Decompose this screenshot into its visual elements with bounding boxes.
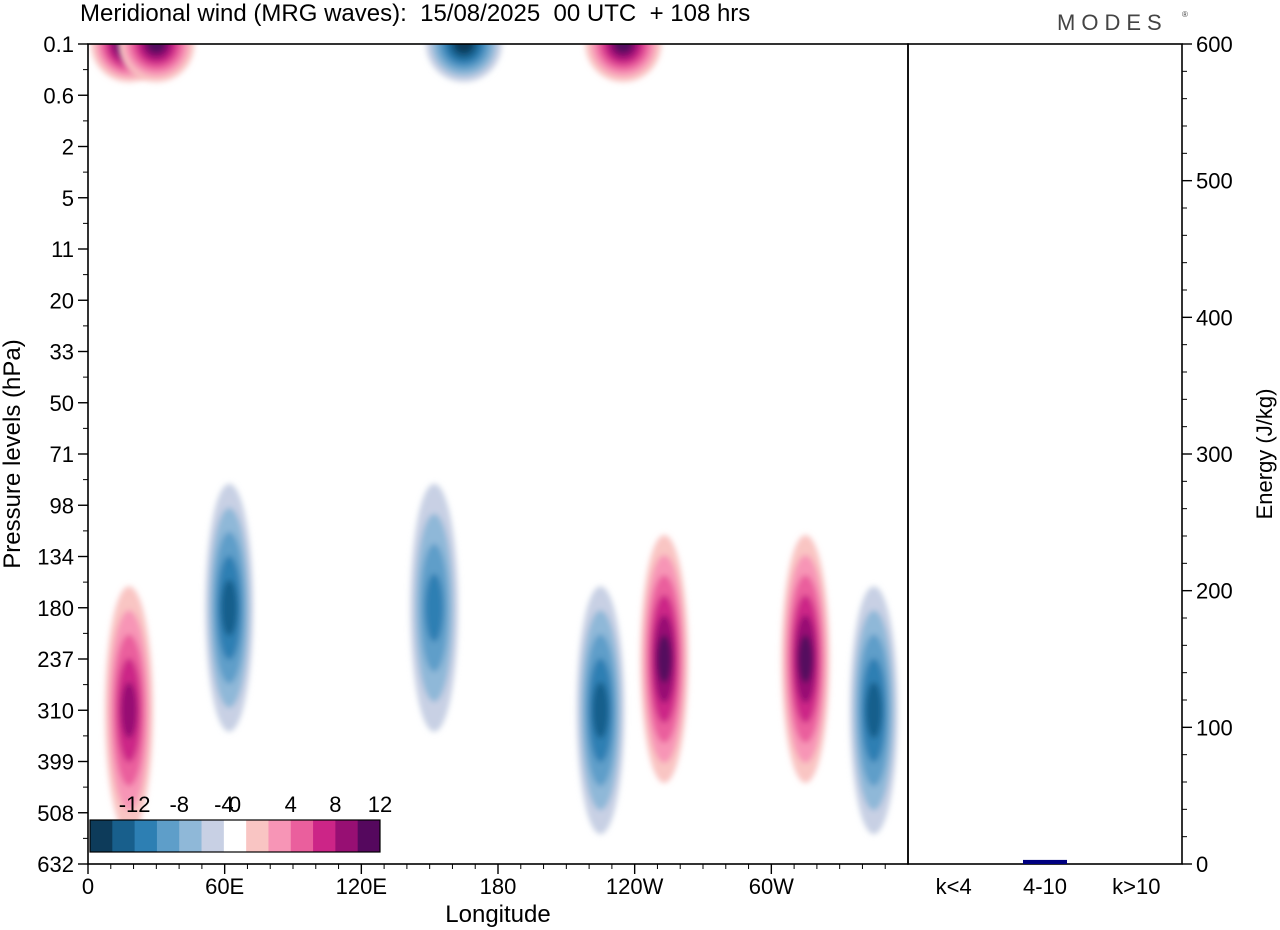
- y-tick-label: 508: [37, 801, 74, 826]
- y-tick-label: 134: [37, 545, 74, 570]
- colorbar-label: -8: [169, 792, 189, 817]
- energy-tick-label: 500: [1196, 169, 1233, 194]
- colorbar-swatch: [268, 820, 292, 852]
- energy-bar: [1114, 863, 1159, 864]
- brand-registered-mark: ®: [1182, 10, 1188, 19]
- y-tick-label: 310: [37, 698, 74, 723]
- colorbar-label: 8: [329, 792, 341, 817]
- energy-tick-label: 400: [1196, 305, 1233, 330]
- colorbar-swatch: [179, 820, 203, 852]
- x-tick-label: 60E: [205, 874, 244, 899]
- energy-category-label: k>10: [1112, 874, 1160, 899]
- x-tick-label: 120E: [336, 874, 387, 899]
- y-tick-label: 11: [51, 237, 74, 262]
- contour-band: [425, 573, 444, 642]
- colorbar-label: -12: [119, 792, 151, 817]
- colorbar-swatch: [134, 820, 158, 852]
- negative-anomaly: [576, 586, 625, 835]
- colorbar: -12 -8 -40 4 8 12: [89, 792, 392, 853]
- positive-anomaly: [781, 535, 830, 783]
- y-tick-label: 33: [50, 340, 74, 365]
- axes-group: 0.1 0.6 2 5 11 20 33 50 71 98 134 180 237 310 399 508 63…: [37, 32, 1232, 899]
- colorbar-swatch: [246, 820, 269, 852]
- contour-band: [221, 579, 238, 636]
- energy-category-label: k<4: [936, 874, 972, 899]
- colorbar-swatch: [290, 820, 314, 852]
- positive-anomaly: [118, 44, 195, 82]
- colorbar-swatch: [112, 820, 136, 852]
- energy-tick-label: 100: [1196, 715, 1233, 740]
- y-tick-label: 0.1: [43, 32, 74, 57]
- colorbar-frame: [89, 819, 381, 853]
- y-tick-label: 0.6: [43, 83, 74, 108]
- x-tick-label: 180: [480, 874, 517, 899]
- contour-band: [798, 635, 813, 683]
- energy-axis-label: Energy (J/kg): [1252, 389, 1277, 520]
- x-tick-label: 120W: [606, 874, 664, 899]
- y-tick-label: 20: [50, 288, 74, 313]
- positive-anomaly: [105, 586, 153, 835]
- colorbar-swatch: [90, 820, 113, 852]
- y-tick-label: 98: [50, 493, 74, 518]
- negative-anomaly: [849, 586, 898, 835]
- wind-field: [91, 44, 898, 835]
- contour-band: [592, 682, 609, 739]
- contour-band: [121, 682, 137, 739]
- energy-bar: [931, 863, 976, 864]
- contour-band: [454, 44, 474, 54]
- y-tick-label: 632: [37, 852, 74, 877]
- y-axis-label: Pressure levels (hPa): [0, 339, 26, 568]
- y-tick-label: 2: [62, 135, 74, 160]
- positive-anomaly: [585, 44, 662, 82]
- colorbar-label: -4: [214, 792, 234, 817]
- energy-tick-label: 600: [1196, 32, 1233, 57]
- y-tick-label: 5: [62, 186, 74, 211]
- colorbar-swatch: [357, 820, 381, 852]
- colorbar-label: 4: [285, 792, 297, 817]
- energy-tick-label: 200: [1196, 579, 1233, 604]
- y-tick-label: 237: [37, 647, 74, 672]
- energy-tick-label: 300: [1196, 442, 1233, 467]
- colorbar-swatch: [335, 820, 359, 852]
- colorbar-swatch: [201, 820, 225, 852]
- x-tick-label: 60W: [749, 874, 794, 899]
- y-tick-label: 71: [50, 442, 74, 467]
- colorbar-label: 12: [368, 792, 392, 817]
- y-tick-label: 399: [37, 750, 74, 775]
- x-axis-label: Longitude: [445, 901, 550, 928]
- energy-category-label: 4-10: [1023, 874, 1067, 899]
- colorbar-label: 0: [229, 792, 241, 817]
- energy-tick-label: 0: [1196, 852, 1208, 877]
- contour-band: [656, 635, 672, 683]
- y-tick-label: 180: [37, 596, 74, 621]
- energy-bar: [1023, 859, 1067, 864]
- brand-logo: MODES: [1057, 10, 1168, 35]
- main-plot-frame: [87, 43, 909, 865]
- contour-band: [146, 44, 166, 54]
- energy-bars: k<4 4-10 k>10: [931, 859, 1160, 899]
- chart-title: Meridional wind (MRG waves): 15/08/2025 …: [80, 0, 751, 27]
- contour-band: [613, 44, 633, 54]
- y-tick-label: 50: [50, 391, 74, 416]
- x-tick-label: 0: [82, 874, 94, 899]
- positive-anomaly: [640, 535, 689, 783]
- colorbar-swatch: [223, 820, 247, 852]
- negative-anomaly: [425, 44, 502, 82]
- contour-band: [865, 682, 882, 739]
- negative-anomaly: [410, 483, 459, 732]
- colorbar-swatch: [156, 820, 180, 852]
- negative-anomaly: [205, 483, 254, 732]
- energy-plot-frame: [907, 43, 1183, 865]
- colorbar-swatch: [313, 820, 336, 852]
